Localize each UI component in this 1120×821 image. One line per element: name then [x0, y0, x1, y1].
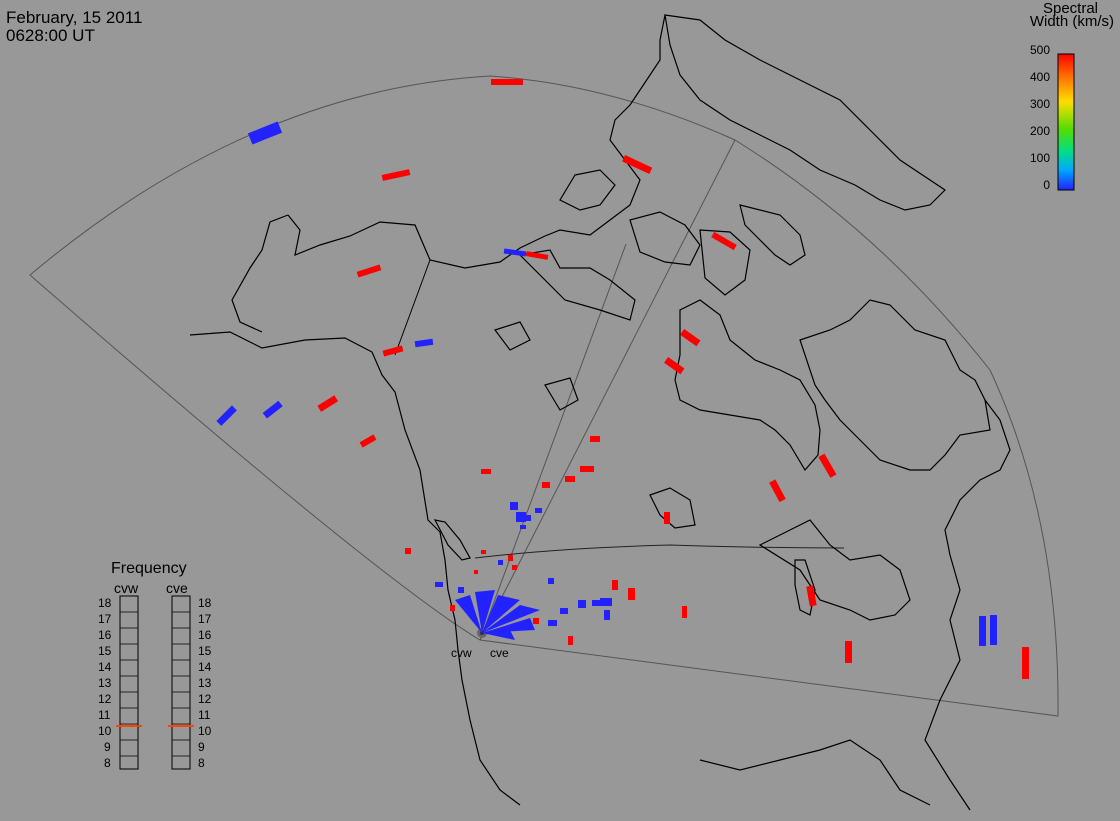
- radar-label-cvw: cvw: [451, 646, 472, 660]
- freq-level: 8: [104, 756, 111, 770]
- colorbar-title-2: Width (km/s): [1029, 13, 1114, 30]
- freq-level: 16: [98, 628, 112, 642]
- freq-level: 15: [98, 644, 112, 658]
- frequency-radar-cvw: cvw: [114, 580, 139, 596]
- freq-level: 10: [198, 724, 212, 738]
- frequency-title: Frequency: [111, 560, 187, 577]
- freq-level: 17: [198, 612, 212, 626]
- colorbar-tick: 200: [1029, 124, 1050, 138]
- echo-cluster-near-red: [405, 436, 687, 645]
- freq-level: 14: [98, 660, 112, 674]
- coastlines: [189, 14, 1011, 811]
- freq-level: 11: [98, 708, 111, 722]
- freq-level: 8: [198, 756, 205, 770]
- fov-outline: [29, 75, 1059, 717]
- freq-level: 12: [98, 692, 112, 706]
- colorbar-tick: 400: [1029, 70, 1050, 84]
- frequency-radar-cve: cve: [166, 580, 188, 596]
- freq-level: 18: [198, 596, 212, 610]
- freq-level: 18: [98, 596, 112, 610]
- freq-level: 14: [198, 660, 212, 674]
- echo-cluster-near: [435, 502, 612, 640]
- freq-level: 13: [198, 676, 212, 690]
- freq-level: 17: [98, 612, 112, 626]
- radar-label-cve: cve: [490, 646, 509, 660]
- freq-level: 16: [198, 628, 212, 642]
- freq-level: 9: [104, 740, 111, 754]
- colorbar-tick: 100: [1029, 151, 1050, 165]
- echoes-far: [216, 79, 1029, 679]
- freq-level: 15: [198, 644, 212, 658]
- colorbar-title-1: Spectral: [1042, 0, 1098, 17]
- freq-level: 12: [198, 692, 212, 706]
- colorbar-tick: 300: [1029, 97, 1050, 111]
- freq-level: 9: [198, 740, 205, 754]
- freq-level: 11: [198, 708, 211, 722]
- freq-level: 13: [98, 676, 112, 690]
- colorbar-tick: 0: [1043, 178, 1050, 192]
- colorbar: [1057, 53, 1075, 191]
- date-label: February, 15 2011: [6, 8, 143, 27]
- time-label: 0628:00 UT: [6, 26, 95, 45]
- frequency-panel-boxes: [116, 595, 194, 770]
- freq-level: 10: [98, 724, 112, 738]
- colorbar-tick: 500: [1029, 43, 1050, 57]
